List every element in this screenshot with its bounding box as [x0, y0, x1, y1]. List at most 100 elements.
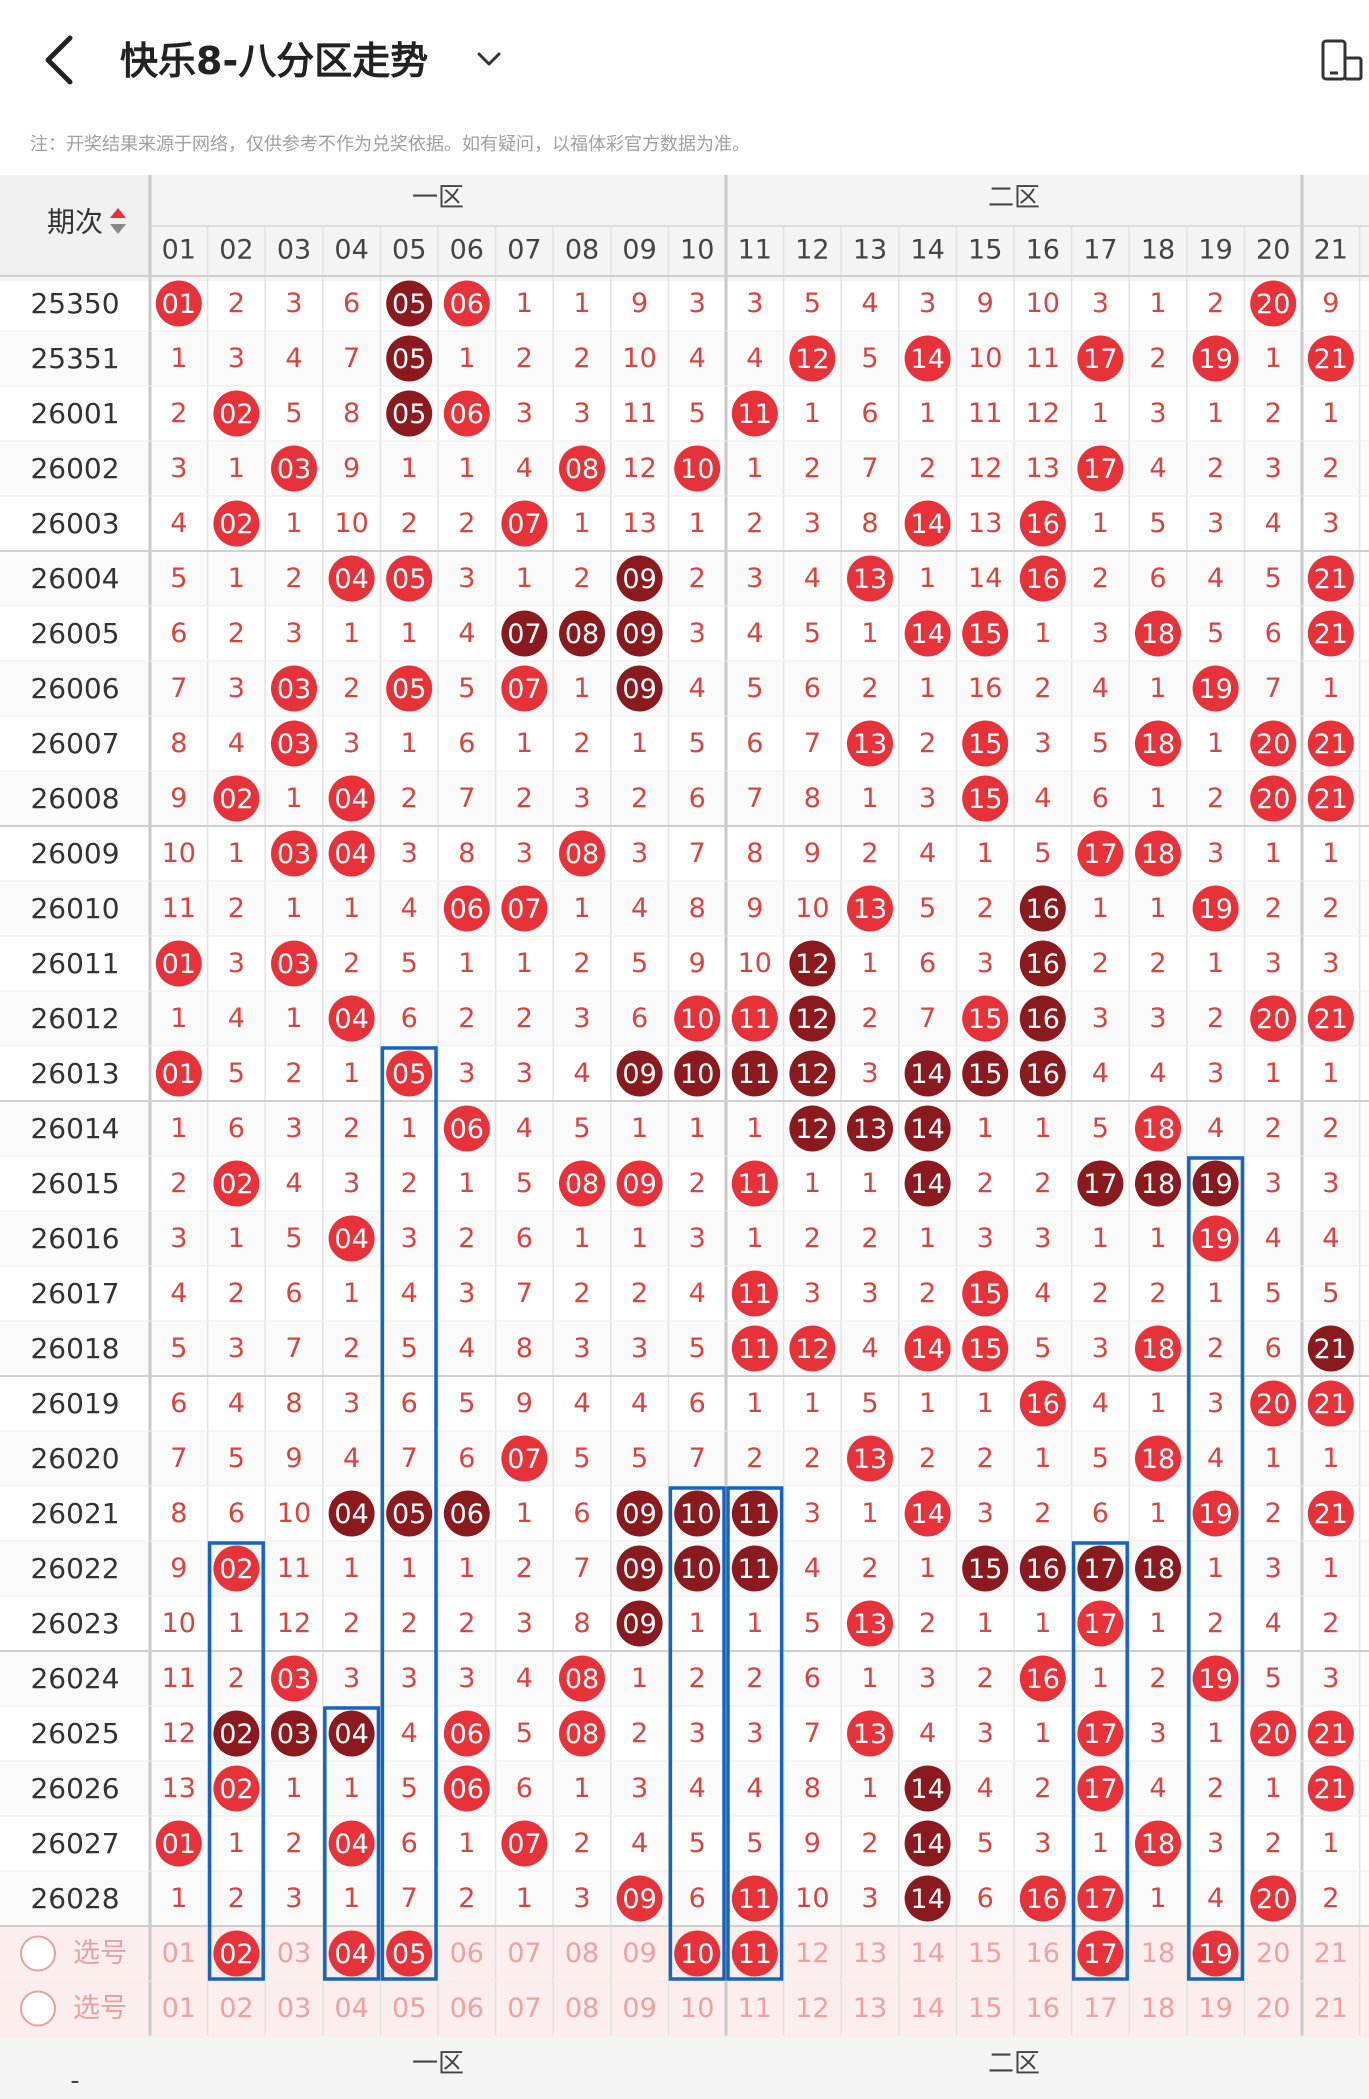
select-number[interactable]: 01 — [162, 1993, 196, 2024]
select-number[interactable]: 20 — [1256, 1938, 1290, 1969]
select-number[interactable]: 10 — [680, 1993, 714, 2024]
select-number[interactable]: 11 — [738, 1993, 772, 2024]
miss-count: 3 — [170, 453, 187, 484]
select-number[interactable]: 03 — [277, 1938, 311, 1969]
row-stripe — [0, 1211, 1369, 1266]
select-number[interactable]: 21 — [1314, 1938, 1348, 1969]
selected-ball[interactable] — [213, 1930, 260, 1977]
select-label[interactable]: 选号 — [73, 1938, 127, 1969]
miss-count: 2 — [631, 1718, 648, 1749]
drawn-number-ball — [559, 610, 605, 657]
select-number[interactable]: 02 — [219, 1993, 253, 2024]
select-number[interactable]: 13 — [853, 1993, 887, 2024]
selected-number[interactable]: 17 — [1083, 1939, 1117, 1970]
miss-count: 2 — [746, 508, 763, 539]
drawn-number: 05 — [392, 399, 426, 430]
miss-count: 1 — [1322, 673, 1339, 704]
miss-count: 4 — [228, 1003, 245, 1034]
miss-count: 2 — [689, 563, 706, 594]
miss-count: 5 — [516, 1168, 533, 1199]
selected-number[interactable]: 02 — [219, 1939, 253, 1970]
miss-count: 3 — [977, 1498, 994, 1529]
miss-count: 1 — [804, 1388, 821, 1419]
select-number[interactable]: 07 — [507, 1993, 541, 2024]
selected-ball[interactable] — [674, 1930, 721, 1977]
drawn-number-ball — [443, 1710, 490, 1757]
sort-down-icon[interactable] — [110, 224, 126, 234]
select-number[interactable]: 15 — [968, 1938, 1002, 1969]
selected-ball[interactable] — [731, 1930, 778, 1977]
select-number[interactable]: 16 — [1026, 1993, 1060, 2024]
select-number[interactable]: 20 — [1256, 1993, 1290, 2024]
select-number[interactable]: 12 — [795, 1938, 829, 1969]
selected-number[interactable]: 19 — [1198, 1939, 1232, 1970]
drawn-number: 05 — [392, 289, 426, 320]
selected-number[interactable]: 10 — [680, 1939, 714, 1970]
back-arrow-icon[interactable] — [40, 32, 80, 88]
miss-count: 6 — [1265, 1333, 1282, 1364]
miss-count: 1 — [919, 1223, 936, 1254]
drawn-number-ball — [1192, 1490, 1239, 1537]
drawn-number-ball — [847, 1710, 893, 1757]
drawn-number-ball — [213, 500, 260, 547]
select-number[interactable]: 09 — [622, 1993, 656, 2024]
select-number[interactable]: 05 — [392, 1993, 426, 2024]
drawn-number: 11 — [738, 1884, 772, 1915]
select-number[interactable]: 08 — [565, 1993, 599, 2024]
select-number[interactable]: 16 — [1026, 1938, 1060, 1969]
streak-box — [668, 1486, 726, 1981]
miss-count: 2 — [804, 1443, 821, 1474]
drawn-number-ball — [1307, 1765, 1354, 1812]
drawn-number: 19 — [1198, 1664, 1232, 1695]
selected-number[interactable]: 11 — [738, 1939, 772, 1970]
miss-count: 7 — [804, 1718, 821, 1749]
select-number[interactable]: 06 — [450, 1938, 484, 1969]
miss-count: 7 — [401, 1443, 418, 1474]
miss-count: 1 — [458, 1168, 475, 1199]
selected-ball[interactable] — [1192, 1930, 1239, 1977]
select-number[interactable]: 19 — [1198, 1993, 1232, 2024]
rotate-screen-icon[interactable] — [1320, 38, 1364, 82]
drawn-number: 07 — [507, 1444, 541, 1475]
select-number[interactable]: 12 — [795, 1993, 829, 2024]
select-number[interactable]: 08 — [565, 1938, 599, 1969]
period-header[interactable]: 期次 — [47, 206, 103, 239]
miss-count: 4 — [977, 1773, 994, 1804]
select-label[interactable]: 选号 — [73, 1993, 127, 2024]
select-radio[interactable] — [20, 1935, 56, 1972]
drawn-number: 15 — [968, 729, 1002, 760]
miss-count: 4 — [1207, 1113, 1224, 1144]
miss-count: 9 — [746, 893, 763, 924]
select-number[interactable]: 01 — [162, 1938, 196, 1969]
selected-number[interactable]: 04 — [334, 1939, 368, 1970]
select-number[interactable]: 09 — [622, 1938, 656, 1969]
select-number[interactable]: 07 — [507, 1938, 541, 1969]
select-number[interactable]: 17 — [1083, 1993, 1117, 2024]
selected-ball[interactable] — [1077, 1930, 1124, 1977]
select-number[interactable]: 14 — [910, 1993, 944, 2024]
drawn-number-ball — [386, 1050, 433, 1097]
chevron-down-icon[interactable] — [474, 44, 504, 74]
select-number[interactable]: 03 — [277, 1993, 311, 2024]
select-number[interactable]: 04 — [334, 1993, 368, 2024]
miss-count: 5 — [401, 948, 418, 979]
select-number[interactable]: 14 — [910, 1938, 944, 1969]
selected-ball[interactable] — [328, 1930, 375, 1977]
page-title[interactable]: 快乐8-八分区走势 — [120, 39, 429, 83]
select-number[interactable]: 15 — [968, 1993, 1002, 2024]
select-number[interactable]: 06 — [450, 1993, 484, 2024]
selected-ball[interactable] — [386, 1930, 433, 1977]
select-number[interactable]: 18 — [1141, 1993, 1175, 2024]
sort-up-icon[interactable] — [110, 208, 126, 218]
miss-count: 1 — [1149, 673, 1166, 704]
selected-number[interactable]: 05 — [392, 1939, 426, 1970]
select-number[interactable]: 21 — [1314, 1993, 1348, 2024]
select-number[interactable]: 18 — [1141, 1938, 1175, 1969]
drawn-number-ball — [1307, 1325, 1354, 1372]
drawn-number-ball — [1307, 775, 1354, 822]
select-number[interactable]: 13 — [853, 1938, 887, 1969]
drawn-number-ball — [1135, 1545, 1181, 1592]
miss-count: 2 — [458, 508, 475, 539]
drawn-number-ball — [271, 830, 317, 877]
select-radio[interactable] — [20, 1990, 56, 2027]
